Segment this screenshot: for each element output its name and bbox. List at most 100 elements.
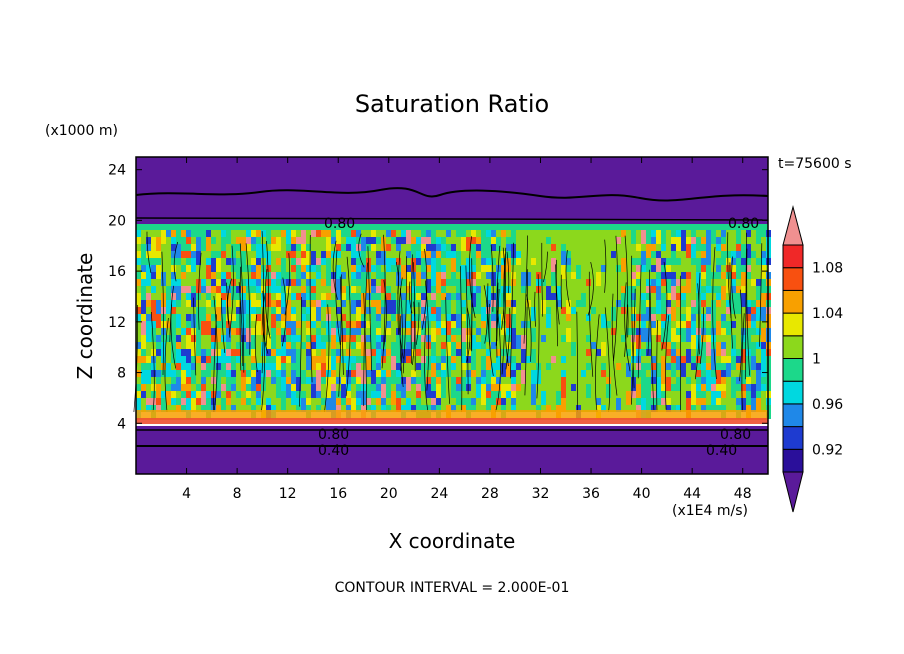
- field-cell: [286, 300, 291, 314]
- field-cell: [376, 398, 381, 405]
- field-cell: [296, 405, 301, 412]
- y-tick-label: 20: [108, 213, 126, 229]
- colorbar-band: [782, 267, 804, 291]
- field-cell: [266, 237, 271, 244]
- field-cell: [676, 405, 681, 412]
- field-cell: [751, 342, 756, 349]
- field-cell: [716, 321, 721, 335]
- field-cell: [191, 349, 196, 356]
- field-cell: [546, 363, 551, 370]
- field-cell: [246, 265, 251, 272]
- field-cell: [586, 363, 591, 370]
- field-cell: [336, 251, 341, 258]
- field-cell: [166, 363, 171, 377]
- field-cell: [556, 286, 561, 300]
- y-tick-label: 12: [108, 315, 126, 331]
- field-cell: [471, 286, 476, 293]
- field-cell: [211, 328, 216, 335]
- field-cell: [741, 286, 746, 293]
- field-cell: [671, 405, 676, 412]
- field-cell: [416, 251, 421, 258]
- field-cell: [601, 405, 606, 412]
- field-cell: [341, 286, 346, 293]
- field-cell: [171, 265, 176, 272]
- field-cell: [166, 293, 171, 300]
- field-cell: [741, 293, 746, 307]
- field-cell: [476, 244, 481, 251]
- field-cell: [641, 265, 646, 272]
- field-cell: [176, 335, 181, 342]
- field-cell: [271, 307, 276, 314]
- field-cell: [196, 349, 201, 356]
- field-cell: [286, 279, 291, 286]
- field-cell: [356, 279, 361, 286]
- contour-label: 0.80: [324, 216, 355, 232]
- field-cell: [146, 237, 151, 244]
- field-cell: [751, 328, 756, 335]
- field-cell: [506, 300, 511, 307]
- field-cell: [481, 370, 486, 377]
- field-contour: [399, 315, 404, 387]
- field-cell: [691, 335, 696, 349]
- field-cell: [271, 272, 276, 279]
- field-cell: [396, 363, 401, 370]
- field-cell: [636, 279, 641, 286]
- field-cell: [386, 328, 391, 335]
- field-contour: [238, 282, 244, 367]
- field-cell: [426, 377, 431, 384]
- field-cell: [296, 258, 301, 265]
- field-cell: [361, 335, 366, 342]
- field-cell: [281, 286, 286, 293]
- field-cell: [251, 230, 256, 237]
- field-cell: [546, 314, 551, 328]
- field-contour: [460, 266, 463, 412]
- field-cell: [201, 405, 206, 412]
- field-cell: [701, 384, 706, 391]
- field-cell: [181, 272, 186, 279]
- field-cell: [251, 300, 256, 307]
- field-cell: [506, 384, 511, 391]
- field-contour: [198, 252, 202, 330]
- field-cell: [706, 342, 711, 356]
- field-cell: [351, 377, 356, 384]
- field-cell: [476, 307, 481, 314]
- field-cell: [626, 363, 631, 377]
- field-cell: [391, 258, 396, 265]
- field-cell: [741, 391, 746, 398]
- field-cell: [466, 328, 471, 335]
- field-cell: [191, 377, 196, 384]
- field-contour: [637, 264, 642, 379]
- field-cell: [551, 272, 556, 286]
- field-cell: [416, 314, 421, 321]
- field-cell: [256, 370, 261, 384]
- field-cell: [181, 251, 186, 258]
- field-cell: [566, 300, 571, 314]
- field-cell: [441, 279, 446, 286]
- field-cell: [326, 272, 331, 286]
- field-cell: [366, 307, 371, 314]
- field-cell: [221, 314, 226, 328]
- field-cell: [651, 286, 656, 293]
- field-cell: [276, 356, 281, 370]
- field-cell: [321, 258, 326, 265]
- field-cell: [261, 230, 266, 237]
- field-cell: [516, 363, 521, 370]
- field-cell: [686, 398, 691, 405]
- field-cell: [211, 342, 216, 349]
- field-cell: [366, 244, 371, 251]
- field-cell: [736, 363, 741, 370]
- field-cell: [191, 328, 196, 335]
- field-cell: [211, 300, 216, 307]
- field-cell: [696, 370, 701, 377]
- field-cell: [266, 230, 271, 237]
- field-cell: [411, 279, 416, 286]
- field-cell: [306, 335, 311, 342]
- field-cell: [561, 335, 566, 342]
- field-cell: [236, 328, 241, 335]
- field-cell: [151, 286, 156, 293]
- field-contour: [245, 243, 251, 355]
- field-cell: [521, 349, 526, 363]
- field-cell: [336, 328, 341, 342]
- field-cell: [656, 300, 661, 314]
- field-cell: [321, 363, 326, 377]
